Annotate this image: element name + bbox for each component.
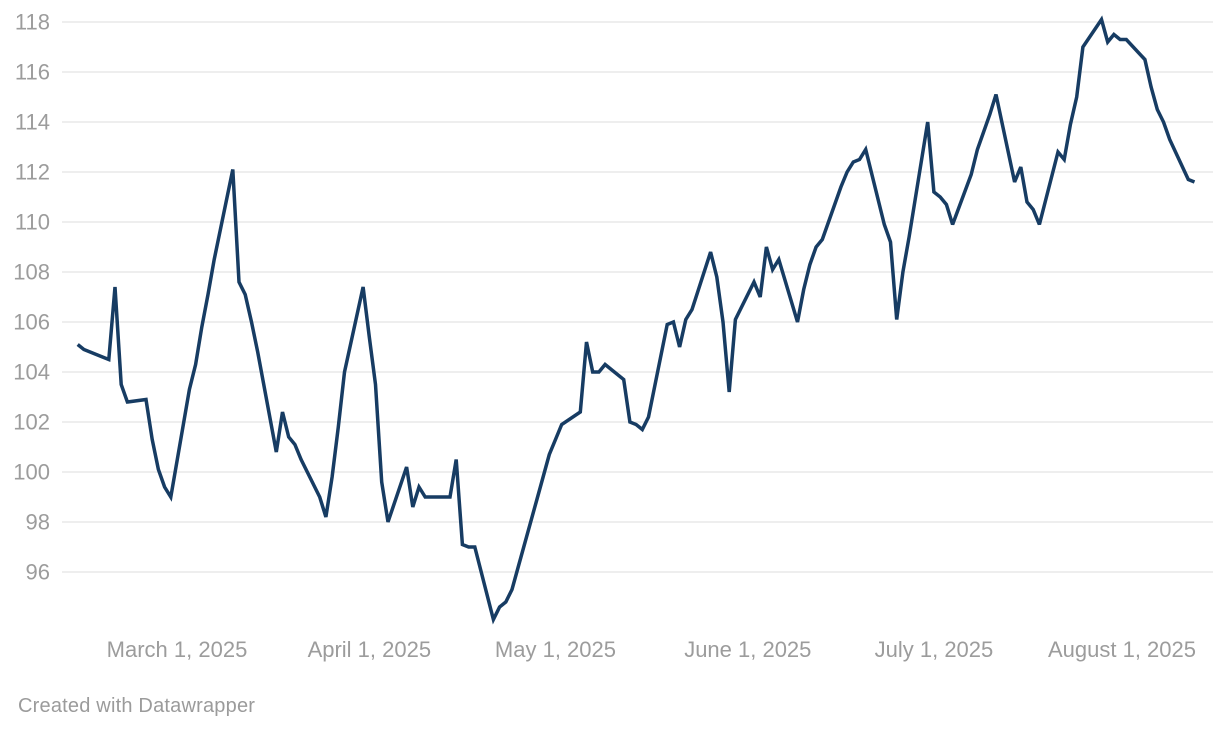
x-tick-label: April 1, 2025 [308, 637, 432, 662]
x-tick-label: July 1, 2025 [875, 637, 994, 662]
y-tick-label: 104 [13, 360, 50, 385]
x-tick-label: August 1, 2025 [1048, 637, 1196, 662]
y-tick-label: 102 [13, 410, 50, 435]
x-axis-labels: March 1, 2025 April 1, 2025 May 1, 2025 Jun… [107, 637, 1196, 662]
y-tick-label: 108 [13, 260, 50, 285]
y-axis-labels: 96 98 100 102 104 106 108 110 112 114 116 118 [13, 10, 50, 585]
y-tick-label: 106 [13, 310, 50, 335]
y-tick-label: 100 [13, 460, 50, 485]
y-tick-label: 110 [15, 210, 50, 235]
x-tick-label: June 1, 2025 [684, 637, 811, 662]
series-line[interactable] [76, 15, 1196, 625]
data-line [76, 15, 1196, 625]
y-tick-label: 112 [15, 160, 50, 185]
x-tick-label: May 1, 2025 [495, 637, 616, 662]
y-tick-label: 118 [15, 10, 50, 35]
gridlines [62, 21, 1213, 573]
y-tick-label: 116 [15, 60, 50, 85]
y-tick-label: 96 [26, 560, 50, 585]
x-tick-label: March 1, 2025 [107, 637, 248, 662]
y-tick-label: 98 [26, 510, 50, 535]
datawrapper-credit: Created with Datawrapper [18, 695, 256, 717]
y-tick-label: 114 [15, 110, 50, 135]
